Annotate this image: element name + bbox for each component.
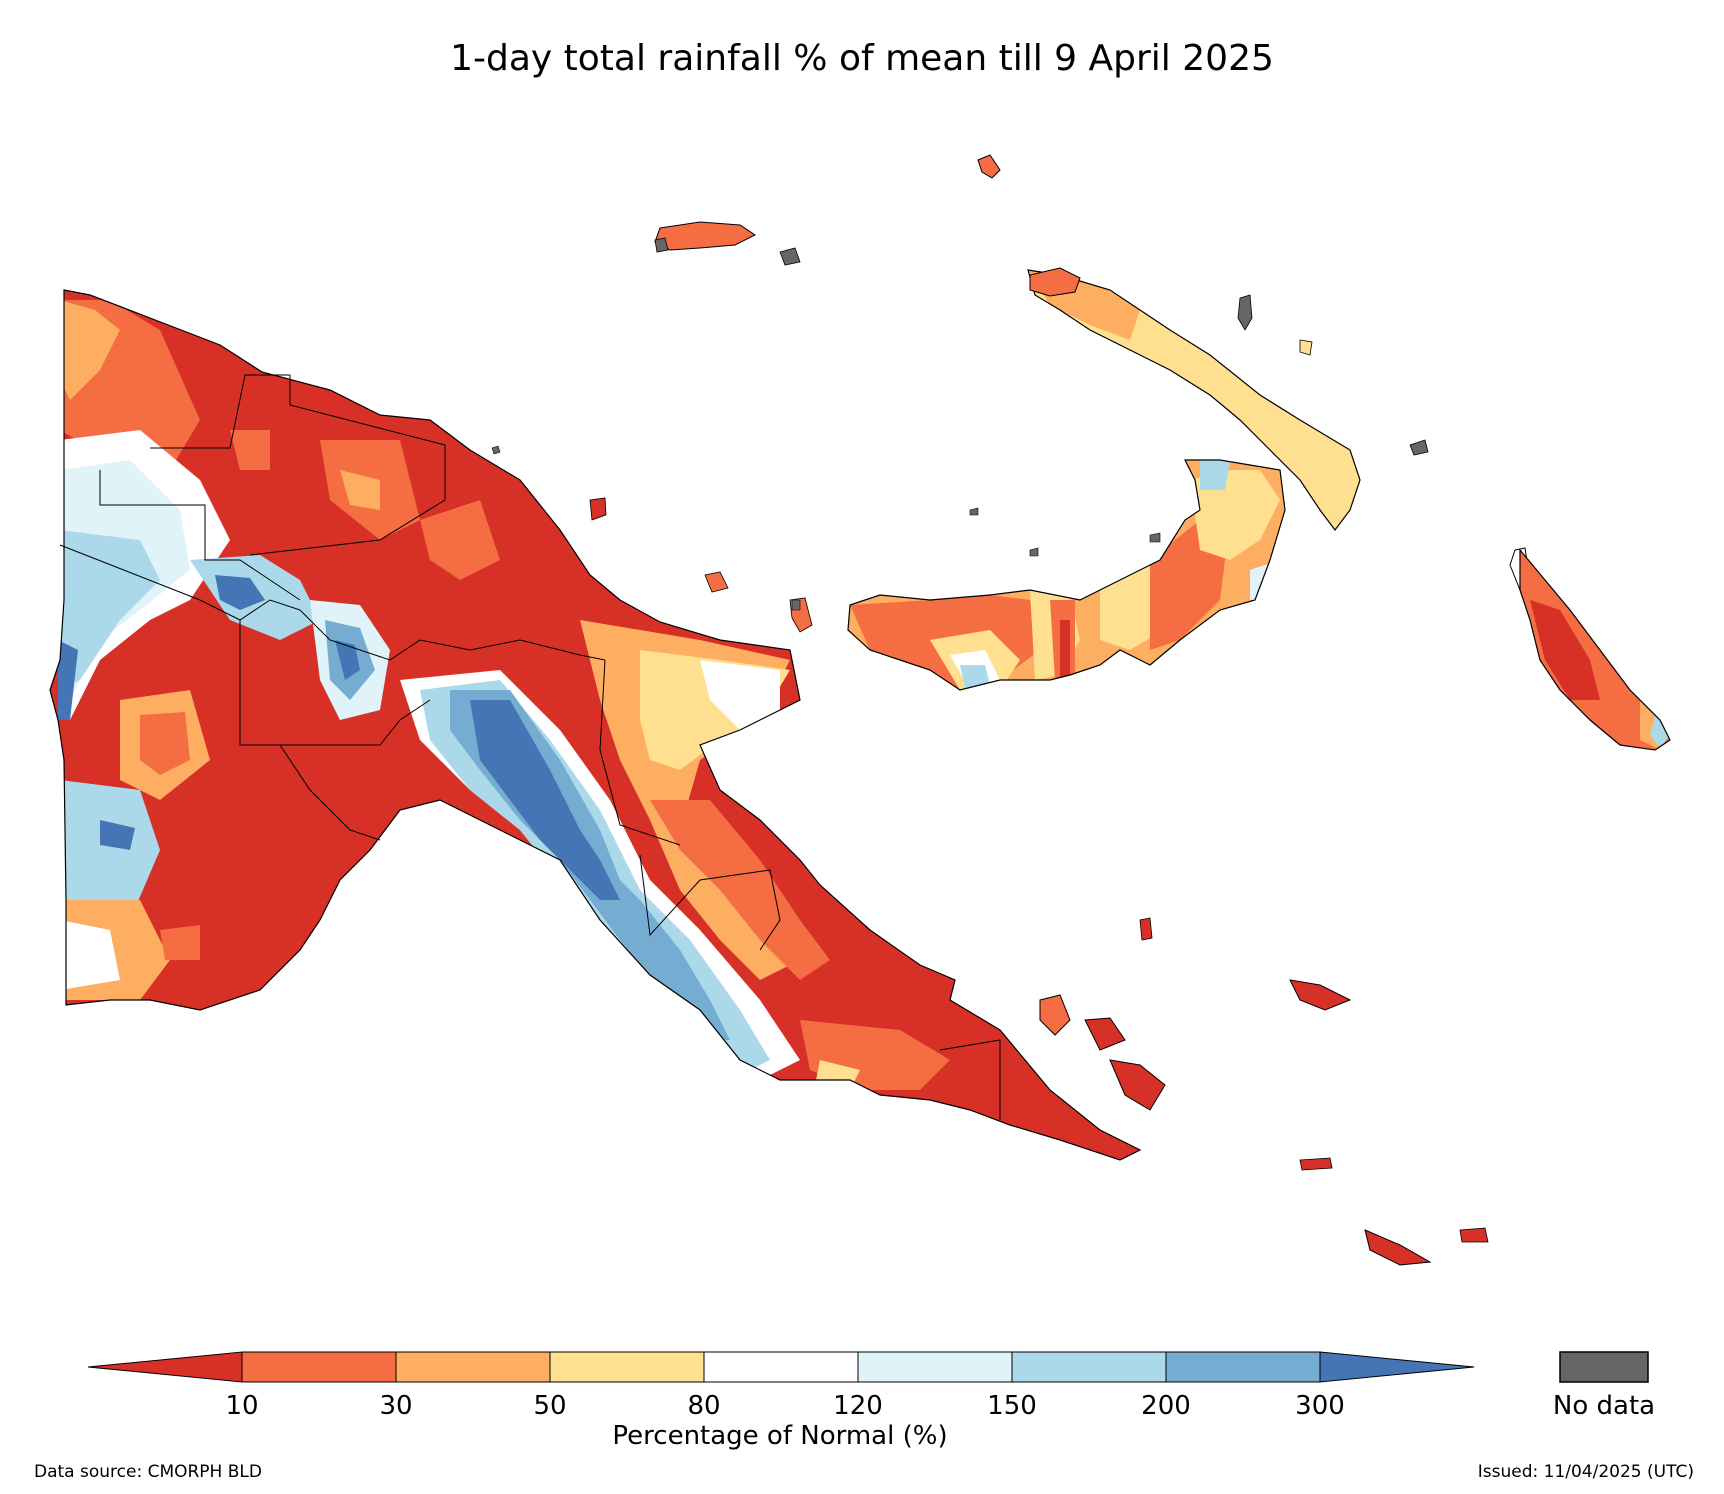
legend-tick-300: 300 (1295, 1391, 1345, 1421)
data-source: Data source: CMORPH BLD (34, 1462, 262, 1482)
small-islands (491, 154, 1489, 1266)
no-data-label: No data (1553, 1391, 1655, 1421)
no-data-swatch (1559, 1351, 1649, 1383)
legend-bin-4 (549, 1351, 705, 1383)
legend-tick-30: 30 (379, 1391, 412, 1421)
legend-tick-10: 10 (225, 1391, 258, 1421)
legend-tick-80: 80 (687, 1391, 720, 1421)
legend-bin-9 (1319, 1351, 1475, 1383)
legend-tick-150: 150 (987, 1391, 1037, 1421)
legend-bin-2 (241, 1351, 397, 1383)
issued-date: Issued: 11/04/2025 (UTC) (1477, 1462, 1694, 1482)
legend-tick-50: 50 (533, 1391, 566, 1421)
legend-bin-6 (857, 1351, 1013, 1383)
legend-bin-1 (87, 1351, 243, 1383)
legend-tick-120: 120 (833, 1391, 883, 1421)
manus-island (654, 221, 801, 266)
legend-bin-5 (703, 1351, 859, 1383)
legend-bin-8 (1165, 1351, 1321, 1383)
legend-bin-3 (395, 1351, 551, 1383)
legend-tick-200: 200 (1141, 1391, 1191, 1421)
legend-title: Percentage of Normal (%) (612, 1421, 947, 1451)
legend-bin-7 (1011, 1351, 1167, 1383)
map-title: 1-day total rainfall % of mean till 9 Ap… (450, 38, 1274, 79)
